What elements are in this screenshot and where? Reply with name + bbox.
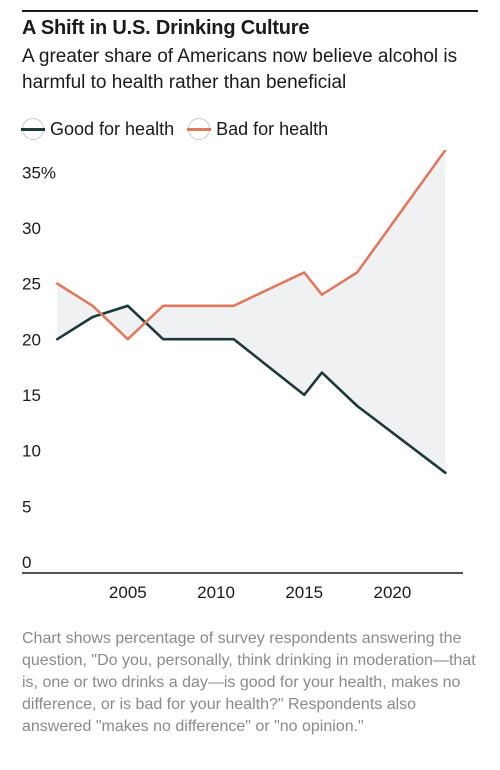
y-tick-label: 5 [22, 497, 31, 516]
x-tick-label: 2020 [374, 583, 412, 602]
chart-legend: Good for health Bad for health [21, 117, 342, 141]
y-tick-label: 20 [22, 330, 41, 349]
x-tick-label: 2005 [109, 583, 147, 602]
legend-swatch-good [21, 118, 45, 140]
chart-subtitle: A greater share of Americans now believe… [22, 46, 458, 93]
legend-item-bad: Bad for health [187, 118, 329, 140]
gap-shading [57, 150, 446, 473]
chart-footnote: Chart shows percentage of survey respond… [22, 630, 476, 735]
line-chart: 0 5 10 15 20 25 30 35% 2005 2010 2015 2020 [22, 150, 463, 602]
legend-item-good: Good for health [21, 118, 175, 140]
legend-label-bad: Bad for health [216, 118, 329, 139]
y-tick-label: 35% [22, 163, 56, 182]
series-line-good-for-health [56, 304, 447, 475]
series-line-bad-for-health [56, 150, 447, 341]
x-tick-label: 2015 [285, 583, 323, 602]
y-tick-label: 0 [22, 553, 31, 572]
y-tick-label: 10 [22, 442, 41, 461]
y-tick-label: 25 [22, 275, 41, 294]
chart-title: A Shift in U.S. Drinking Culture [22, 17, 310, 39]
y-tick-label: 15 [22, 386, 41, 405]
x-tick-label: 2010 [197, 583, 235, 602]
y-tick-label: 30 [22, 219, 41, 238]
legend-label-good: Good for health [50, 118, 175, 139]
title-rule [22, 10, 478, 12]
legend-swatch-bad [187, 118, 212, 140]
